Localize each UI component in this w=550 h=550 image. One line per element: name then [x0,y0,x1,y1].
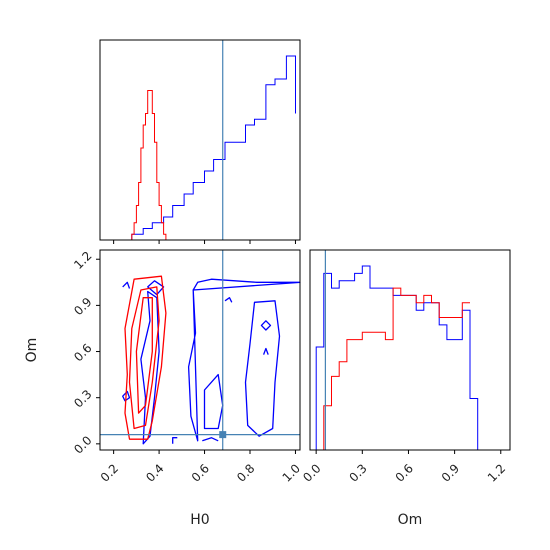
om-tick-label-bottom: 0.3 [346,461,369,484]
contour-blue-6 [187,289,199,442]
om-tick-label-left: 0.6 [71,341,94,364]
om-tick-label-left: 0.3 [71,387,94,410]
truth-marker [219,431,227,439]
om-tick-label-bottom: 0.0 [300,461,323,484]
h0-tick-label: 0.6 [189,461,212,484]
h0-histogram-frame [99,39,301,241]
om-histogram-panel: 0.0 0.3 0.6 0.9 1.2 Om [300,249,511,528]
contour-blue-0 [172,437,178,444]
om-tick-label-bottom: 0.9 [439,461,462,484]
contour-blue-12 [262,347,269,355]
contour-blue-1 [147,280,165,296]
h0-hist-blue [120,55,296,241]
h0-hist-red [129,90,167,241]
contour-blue-11 [260,320,272,331]
h0-om-contour-frame [99,249,301,451]
h0-om-contour-panel: 0.2 0.4 0.6 0.8 1.0 0.0 0.3 0.6 0.9 1.2 H0 Om [24,249,303,528]
om-histogram-frame [309,249,511,451]
om-axis-label-left: Om [24,338,40,363]
om-axis-label-bottom: Om [398,512,423,528]
om-hist-red [316,287,470,451]
om-tick-label-left: 0.9 [71,295,94,318]
om-tick-label-bottom: 0.6 [393,461,416,484]
h0-axis-label: H0 [190,512,209,528]
om-tick-label-left: 0.0 [71,433,94,456]
contour-blue-9 [202,437,219,442]
h0-tick-label: 0.2 [98,461,121,484]
om-tick-label-bottom: 1.2 [485,461,508,484]
contour-blue-5 [192,278,301,291]
h0-tick-label: 0.8 [234,461,257,484]
om-tick-label-left: 1.2 [71,249,94,272]
contour-blue-8 [244,300,281,437]
contour-red-1 [128,286,160,430]
contour-blue-7 [203,373,224,430]
contour-blue-10 [224,297,233,303]
contour-red-0 [124,275,167,440]
h0-tick-label: 0.4 [143,461,166,484]
om-hist-blue [315,265,479,450]
h0-tick-label: 1.0 [280,461,303,484]
contour-blue-4 [140,290,160,445]
contour-blue-2 [122,281,131,289]
contour-red-2 [135,297,153,414]
h0-histogram-panel [99,39,301,244]
